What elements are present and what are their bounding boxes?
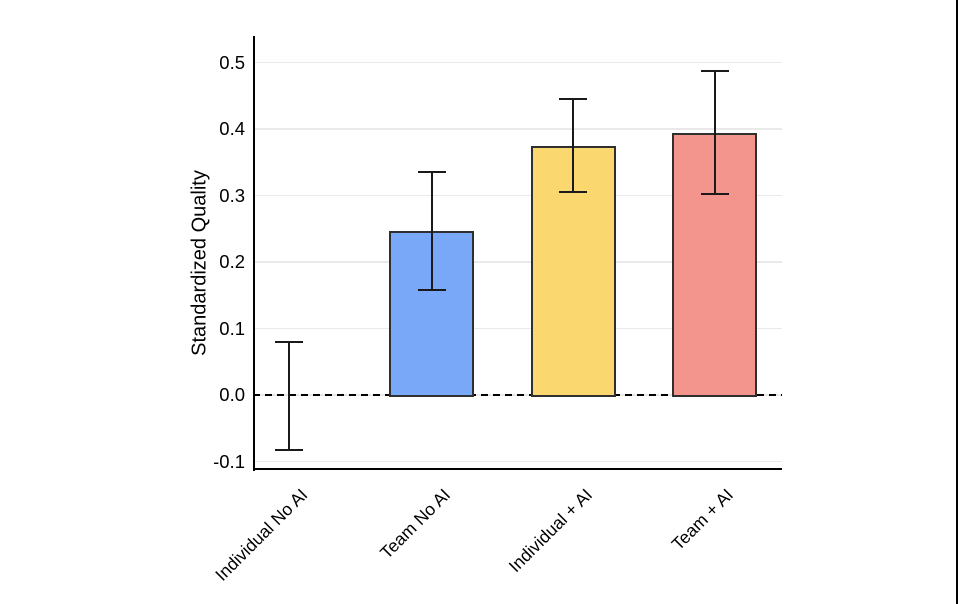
gridline-y-0.5 <box>252 61 782 64</box>
errorbar-cap-upper-team-no-ai <box>417 170 446 173</box>
y-axis-line <box>252 36 255 471</box>
errorbar-line-team-ai <box>713 71 716 194</box>
errorbar-cap-upper-team-ai <box>700 70 729 73</box>
y-tick-label-0.5: 0.5 <box>219 51 245 73</box>
y-tick-label-0.2: 0.2 <box>219 250 245 272</box>
errorbar-cap-lower-team-ai <box>700 192 729 195</box>
x-category-label-individual-no-ai: Individual No AI <box>211 484 312 585</box>
y-tick-label-0.1: 0.1 <box>219 317 245 339</box>
gridline-y-0.1 <box>252 327 782 330</box>
x-category-label-team-no-ai: Team No AI <box>376 484 455 563</box>
y-tick-label-0.3: 0.3 <box>219 184 245 206</box>
errorbar-cap-lower-individual-no-ai <box>275 449 303 452</box>
y-tick-label-0.4: 0.4 <box>219 117 245 139</box>
errorbar-line-individual-no-ai <box>288 341 290 451</box>
errorbar-line-team-no-ai <box>430 171 433 290</box>
x-category-label-individual-ai: Individual + AI <box>504 484 596 577</box>
y-tick-label-0.0: 0.0 <box>219 383 245 405</box>
x-axis-line <box>252 468 782 471</box>
gridline-y-0.4 <box>252 128 782 130</box>
gridline-y--0.1 <box>252 460 782 463</box>
errorbar-cap-lower-team-no-ai <box>417 288 446 291</box>
gridline-y-0.3 <box>252 194 782 197</box>
zero-reference-dashed-line <box>252 394 782 396</box>
errorbar-cap-lower-individual-ai <box>559 191 587 194</box>
errorbar-cap-upper-individual-ai <box>559 98 587 101</box>
right-edge-black-bar <box>955 0 958 604</box>
errorbar-line-individual-ai <box>572 99 574 193</box>
x-category-label-team-ai: Team + AI <box>667 484 738 555</box>
y-tick-label--0.1: -0.1 <box>213 450 245 472</box>
gridline-y-0.2 <box>252 261 782 263</box>
errorbar-cap-upper-individual-no-ai <box>275 340 303 343</box>
y-axis-title: Standardized Quality <box>188 170 211 356</box>
